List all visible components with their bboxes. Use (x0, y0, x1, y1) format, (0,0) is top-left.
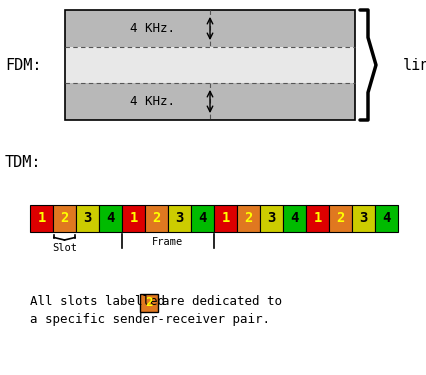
Text: Frame: Frame (152, 237, 183, 247)
Text: 4 KHz.: 4 KHz. (130, 95, 175, 108)
Text: 4 KHz.: 4 KHz. (130, 22, 175, 35)
Bar (236, 205, 259, 232)
Text: 1: 1 (37, 211, 46, 225)
Bar (145, 205, 167, 232)
Text: 3: 3 (83, 211, 92, 225)
Bar (76, 205, 99, 232)
Bar (374, 205, 397, 232)
Text: 4: 4 (381, 211, 390, 225)
Bar (99, 205, 122, 232)
Text: All slots labelled: All slots labelled (30, 295, 172, 308)
Text: FDM:: FDM: (5, 57, 41, 72)
Bar (328, 205, 351, 232)
Bar (190, 205, 213, 232)
Text: 4: 4 (290, 211, 298, 225)
Bar (30, 205, 53, 232)
Bar (213, 205, 236, 232)
Bar (351, 205, 374, 232)
Text: are dedicated to: are dedicated to (162, 295, 282, 308)
Bar (140, 294, 158, 312)
Text: 4: 4 (198, 211, 206, 225)
Bar (122, 205, 145, 232)
Text: 3: 3 (267, 211, 275, 225)
Bar (65, 83, 354, 120)
Bar (282, 205, 305, 232)
Text: a specific sender-receiver pair.: a specific sender-receiver pair. (30, 313, 269, 326)
Text: 4: 4 (106, 211, 115, 225)
Text: 2: 2 (244, 211, 252, 225)
Bar (259, 205, 282, 232)
Text: Slot: Slot (52, 243, 77, 253)
Text: 2: 2 (336, 211, 344, 225)
Text: 1: 1 (129, 211, 137, 225)
Bar (167, 205, 190, 232)
Text: link: link (402, 57, 426, 72)
Bar (53, 205, 76, 232)
Text: 1: 1 (313, 211, 321, 225)
Text: 1: 1 (221, 211, 229, 225)
Bar (65, 10, 354, 47)
Text: 3: 3 (358, 211, 367, 225)
Bar (305, 205, 328, 232)
Bar (65, 10, 354, 120)
Text: 3: 3 (175, 211, 183, 225)
Bar (65, 47, 354, 83)
Text: 2: 2 (145, 297, 153, 309)
Text: 2: 2 (60, 211, 69, 225)
Text: 2: 2 (152, 211, 160, 225)
Text: TDM:: TDM: (5, 155, 41, 170)
